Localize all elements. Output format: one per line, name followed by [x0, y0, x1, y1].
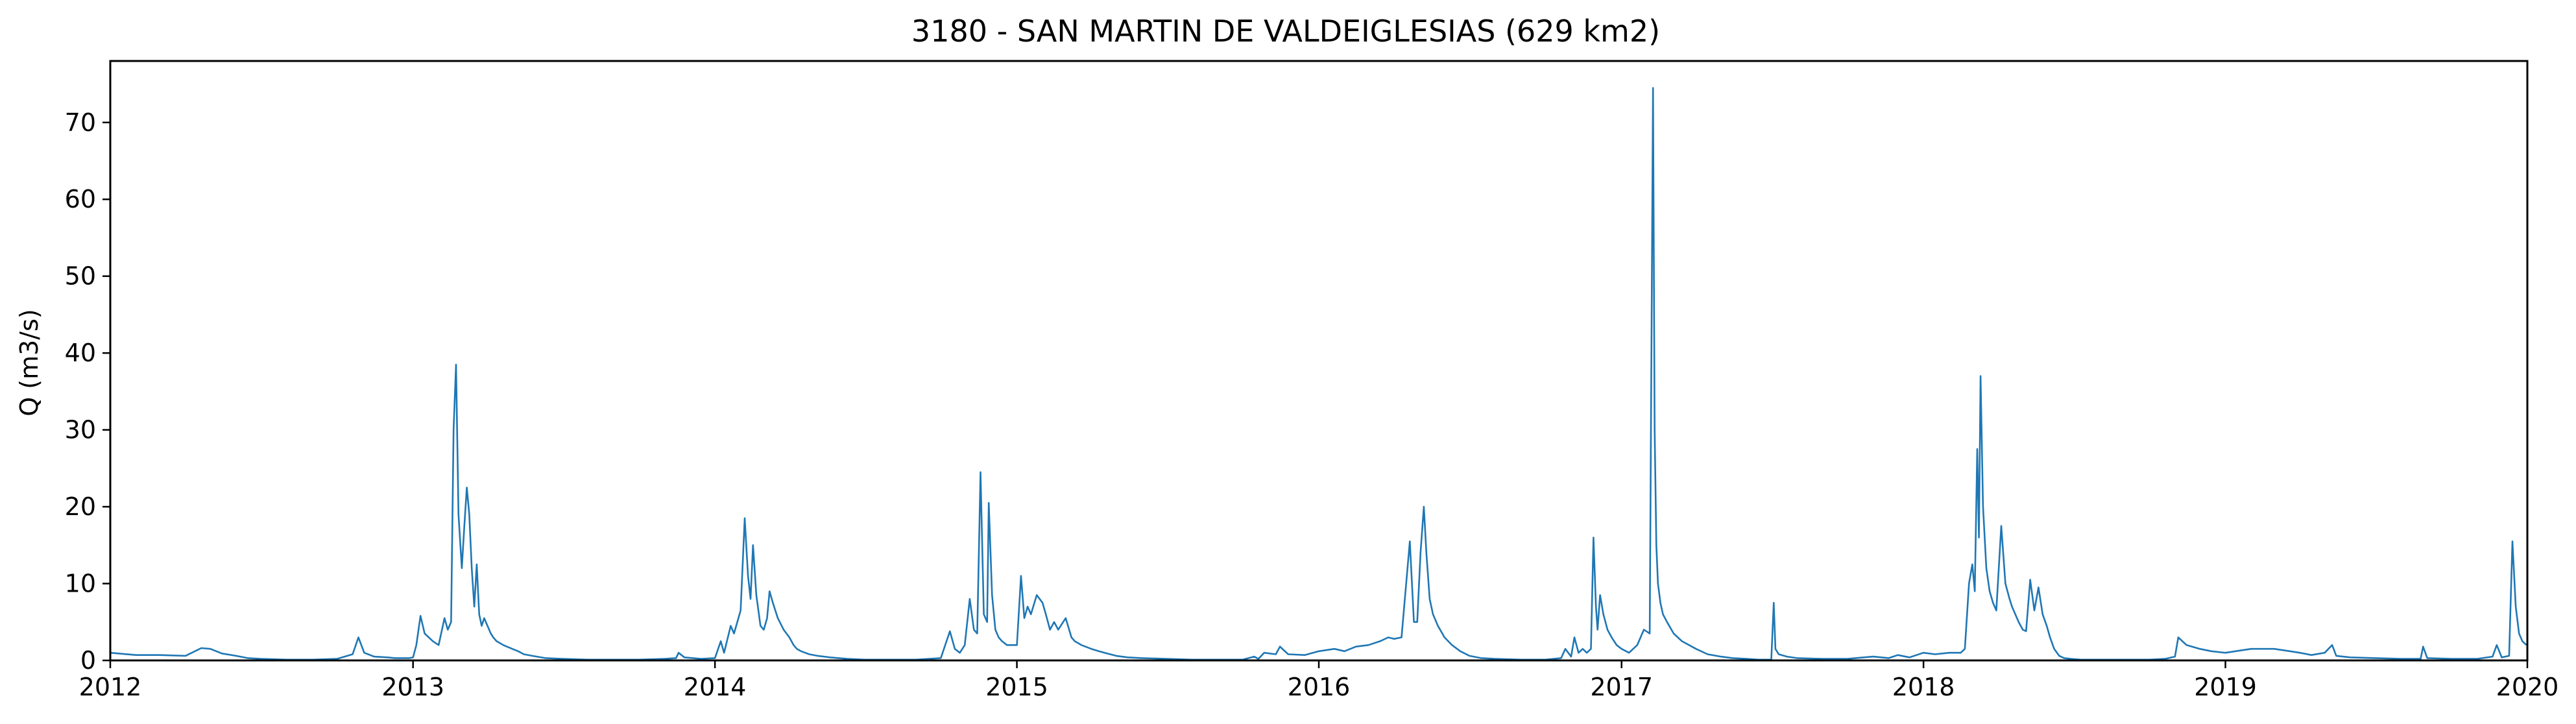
x-tick-label: 2019 [2194, 673, 2257, 701]
x-tick-label: 2017 [1590, 673, 1653, 701]
x-tick-label: 2012 [79, 673, 142, 701]
y-tick-label: 70 [65, 108, 96, 137]
plot-area [110, 87, 2527, 661]
x-axis-ticks: 2012 2013 2014 2015 2016 2017 2018 2019 2020 [79, 660, 2559, 701]
x-tick-label: 2016 [1288, 673, 1351, 701]
y-tick-label: 10 [65, 570, 96, 598]
y-axis-label: Q (m3/s) [15, 309, 43, 416]
x-tick-label: 2020 [2496, 673, 2559, 701]
x-tick-label: 2018 [1892, 673, 1955, 701]
y-tick-label: 20 [65, 492, 96, 521]
x-tick-label: 2013 [381, 673, 444, 701]
chart-title: 3180 - SAN MARTIN DE VALDEIGLESIAS (629 … [911, 14, 1660, 49]
y-tick-label: 0 [80, 646, 96, 675]
y-tick-label: 50 [65, 262, 96, 291]
x-tick-label: 2015 [985, 673, 1048, 701]
x-tick-label: 2014 [684, 673, 747, 701]
y-tick-label: 40 [65, 339, 96, 367]
series-line [110, 87, 2527, 661]
y-axis-ticks: 0 10 20 30 40 50 60 70 [65, 108, 110, 675]
y-tick-label: 30 [65, 416, 96, 444]
plot-frame [109, 60, 2529, 662]
y-tick-label: 60 [65, 185, 96, 213]
